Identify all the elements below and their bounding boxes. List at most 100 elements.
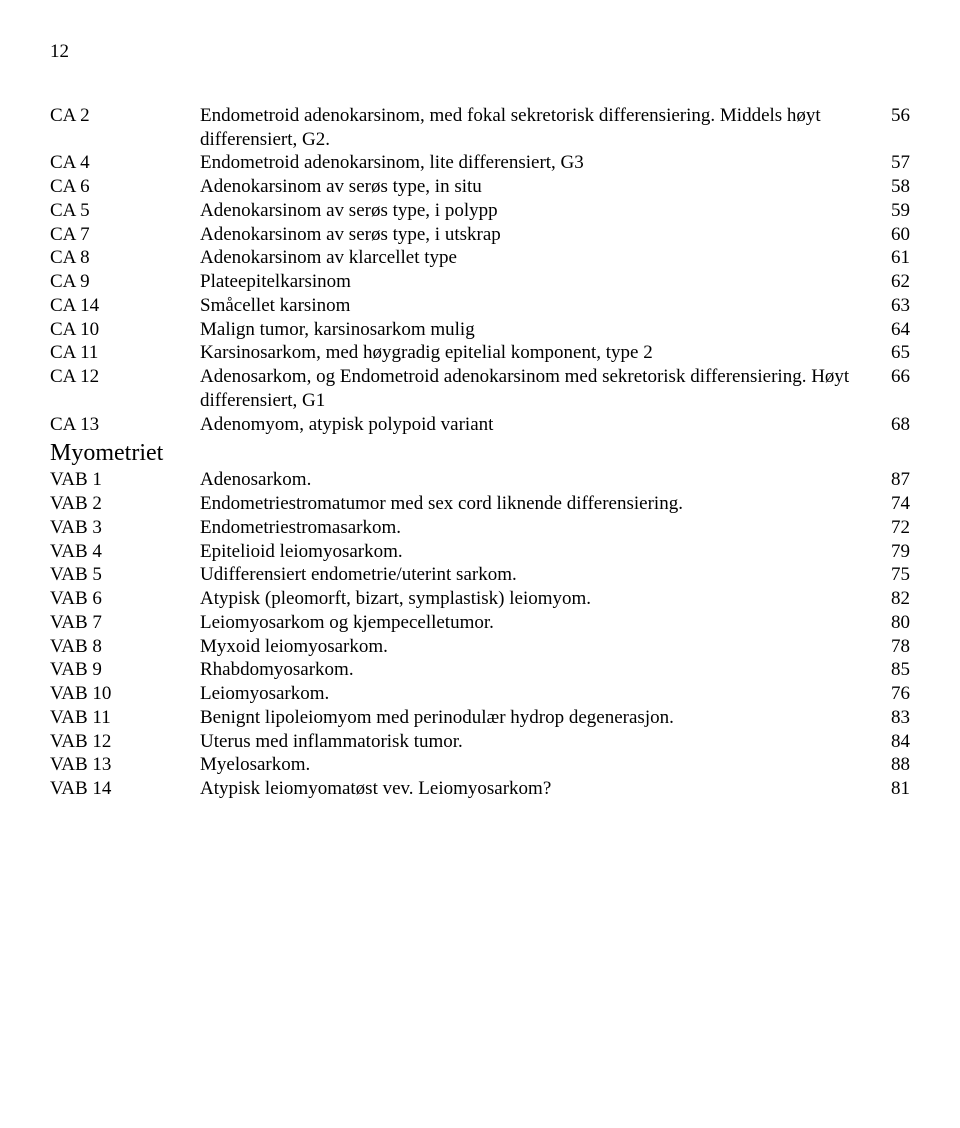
entry-code: CA 14 xyxy=(50,294,200,318)
entry-code: VAB 7 xyxy=(50,611,200,635)
entries-list: CA 2Endometroid adenokarsinom, med fokal… xyxy=(50,104,910,801)
entry-page-number: 65 xyxy=(870,341,910,365)
entry-page-number: 68 xyxy=(870,413,910,437)
entry-page-number: 59 xyxy=(870,199,910,223)
table-row: VAB 6Atypisk (pleomorft, bizart, symplas… xyxy=(50,587,910,611)
entry-page-number: 88 xyxy=(870,753,910,777)
entry-code: VAB 6 xyxy=(50,587,200,611)
table-row: VAB 9Rhabdomyosarkom.85 xyxy=(50,658,910,682)
entry-description: Adenokarsinom av serøs type, in situ xyxy=(200,175,870,199)
table-row: VAB 11Benignt lipoleiomyom med perinodul… xyxy=(50,706,910,730)
entry-page-number: 60 xyxy=(870,223,910,247)
entry-code: VAB 8 xyxy=(50,635,200,659)
entry-page-number: 85 xyxy=(870,658,910,682)
entry-code: VAB 1 xyxy=(50,468,200,492)
entry-page-number: 72 xyxy=(870,516,910,540)
table-row: CA 13Adenomyom, atypisk polypoid variant… xyxy=(50,413,910,437)
entry-code: VAB 2 xyxy=(50,492,200,516)
table-row: CA 14Småcellet karsinom63 xyxy=(50,294,910,318)
entry-description: Udifferensiert endometrie/uterint sarkom… xyxy=(200,563,870,587)
entry-code: CA 4 xyxy=(50,151,200,175)
table-row: VAB 7Leiomyosarkom og kjempecelletumor.8… xyxy=(50,611,910,635)
table-row: VAB 4Epitelioid leiomyosarkom.79 xyxy=(50,540,910,564)
entry-description: Adenosarkom, og Endometroid adenokarsino… xyxy=(200,365,870,413)
entry-description: Uterus med inflammatorisk tumor. xyxy=(200,730,870,754)
entry-description: Malign tumor, karsinosarkom mulig xyxy=(200,318,870,342)
entry-page-number: 82 xyxy=(870,587,910,611)
entry-page-number: 76 xyxy=(870,682,910,706)
entry-description: Adenomyom, atypisk polypoid variant xyxy=(200,413,870,437)
entry-code: CA 8 xyxy=(50,246,200,270)
entry-page-number: 61 xyxy=(870,246,910,270)
entry-description: Leiomyosarkom. xyxy=(200,682,870,706)
entry-description: Karsinosarkom, med høygradig epitelial k… xyxy=(200,341,870,365)
entry-page-number: 66 xyxy=(870,365,910,389)
table-row: VAB 12Uterus med inflammatorisk tumor.84 xyxy=(50,730,910,754)
entry-code: CA 10 xyxy=(50,318,200,342)
entry-code: CA 13 xyxy=(50,413,200,437)
entry-page-number: 64 xyxy=(870,318,910,342)
table-row: CA 10Malign tumor, karsinosarkom mulig64 xyxy=(50,318,910,342)
entry-description: Adenokarsinom av serøs type, i polypp xyxy=(200,199,870,223)
entry-description: Benignt lipoleiomyom med perinodulær hyd… xyxy=(200,706,870,730)
entry-description: Atypisk leiomyomatøst vev. Leiomyosarkom… xyxy=(200,777,870,801)
entry-description: Adenokarsinom av serøs type, i utskrap xyxy=(200,223,870,247)
table-row: CA 9Plateepitelkarsinom62 xyxy=(50,270,910,294)
table-row: CA 2Endometroid adenokarsinom, med fokal… xyxy=(50,104,910,152)
table-row: CA 8Adenokarsinom av klarcellet type61 xyxy=(50,246,910,270)
entry-code: VAB 11 xyxy=(50,706,200,730)
entry-code: CA 5 xyxy=(50,199,200,223)
entry-page-number: 62 xyxy=(870,270,910,294)
table-row: VAB 13Myelosarkom.88 xyxy=(50,753,910,777)
section-heading: Myometriet xyxy=(50,438,910,468)
entry-description: Endometriestromatumor med sex cord likne… xyxy=(200,492,870,516)
entry-description: Endometriestromasarkom. xyxy=(200,516,870,540)
entry-description: Endometroid adenokarsinom, lite differen… xyxy=(200,151,870,175)
entry-description: Endometroid adenokarsinom, med fokal sek… xyxy=(200,104,870,152)
entry-code: VAB 5 xyxy=(50,563,200,587)
table-row: CA 5Adenokarsinom av serøs type, i polyp… xyxy=(50,199,910,223)
entry-code: CA 11 xyxy=(50,341,200,365)
entry-code: CA 2 xyxy=(50,104,200,128)
entry-page-number: 63 xyxy=(870,294,910,318)
entry-page-number: 80 xyxy=(870,611,910,635)
table-row: VAB 1Adenosarkom.87 xyxy=(50,468,910,492)
entry-code: VAB 13 xyxy=(50,753,200,777)
entry-description: Småcellet karsinom xyxy=(200,294,870,318)
entry-code: VAB 12 xyxy=(50,730,200,754)
entry-page-number: 58 xyxy=(870,175,910,199)
entry-description: Atypisk (pleomorft, bizart, symplastisk)… xyxy=(200,587,870,611)
entry-description: Plateepitelkarsinom xyxy=(200,270,870,294)
table-row: CA 12Adenosarkom, og Endometroid adenoka… xyxy=(50,365,910,413)
entry-code: VAB 14 xyxy=(50,777,200,801)
entry-description: Adenosarkom. xyxy=(200,468,870,492)
entry-code: CA 7 xyxy=(50,223,200,247)
table-row: VAB 8Myxoid leiomyosarkom.78 xyxy=(50,635,910,659)
entry-description: Leiomyosarkom og kjempecelletumor. xyxy=(200,611,870,635)
table-row: CA 7Adenokarsinom av serøs type, i utskr… xyxy=(50,223,910,247)
entry-description: Myelosarkom. xyxy=(200,753,870,777)
table-row: CA 4Endometroid adenokarsinom, lite diff… xyxy=(50,151,910,175)
entry-code: VAB 9 xyxy=(50,658,200,682)
entry-page-number: 57 xyxy=(870,151,910,175)
entry-code: CA 9 xyxy=(50,270,200,294)
entry-description: Rhabdomyosarkom. xyxy=(200,658,870,682)
table-row: VAB 14Atypisk leiomyomatøst vev. Leiomyo… xyxy=(50,777,910,801)
entry-page-number: 84 xyxy=(870,730,910,754)
table-row: CA 6Adenokarsinom av serøs type, in situ… xyxy=(50,175,910,199)
entry-code: CA 12 xyxy=(50,365,200,389)
table-row: VAB 5Udifferensiert endometrie/uterint s… xyxy=(50,563,910,587)
page-number: 12 xyxy=(50,40,910,64)
entry-code: VAB 10 xyxy=(50,682,200,706)
table-row: VAB 3Endometriestromasarkom.72 xyxy=(50,516,910,540)
entry-page-number: 75 xyxy=(870,563,910,587)
table-row: VAB 2Endometriestromatumor med sex cord … xyxy=(50,492,910,516)
entry-page-number: 79 xyxy=(870,540,910,564)
entry-page-number: 56 xyxy=(870,104,910,128)
entry-page-number: 81 xyxy=(870,777,910,801)
entry-page-number: 83 xyxy=(870,706,910,730)
entry-code: VAB 4 xyxy=(50,540,200,564)
entry-page-number: 74 xyxy=(870,492,910,516)
entry-code: CA 6 xyxy=(50,175,200,199)
entry-description: Epitelioid leiomyosarkom. xyxy=(200,540,870,564)
